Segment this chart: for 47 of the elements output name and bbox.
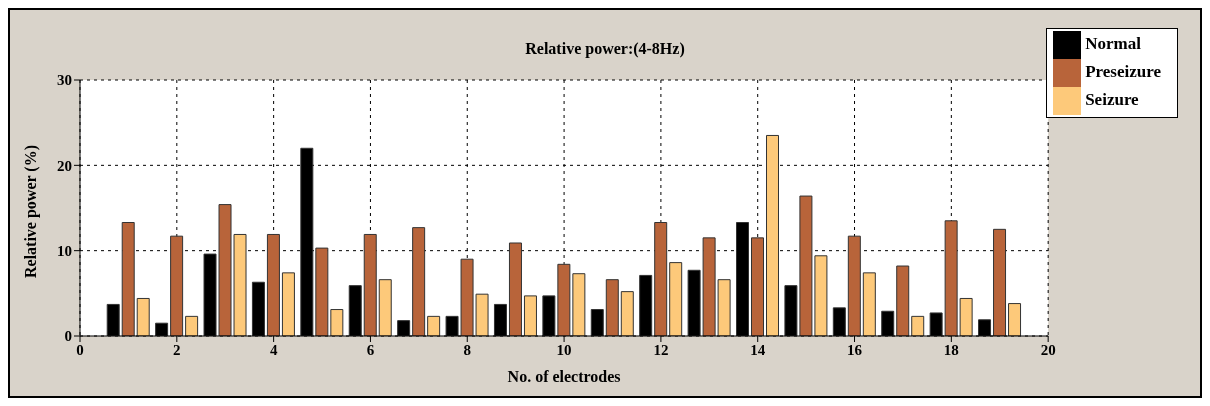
bar (185, 315, 199, 336)
bar (620, 291, 634, 336)
x-tick-label: 2 (173, 341, 181, 358)
bar (170, 235, 184, 336)
x-tick-label: 16 (847, 341, 863, 358)
bar (266, 233, 280, 336)
bar (412, 227, 426, 336)
x-tick-label: 14 (750, 341, 766, 358)
x-tick-label: 6 (366, 341, 375, 358)
x-tick-label: 4 (269, 341, 278, 358)
bar (896, 265, 910, 336)
bar (121, 222, 135, 336)
y-tick-label: 20 (57, 157, 72, 174)
legend-label: Seizure (1085, 89, 1139, 109)
y-tick-label: 10 (57, 242, 72, 259)
bar (862, 272, 876, 336)
x-tick-label: 18 (943, 341, 959, 358)
bar (315, 247, 329, 336)
bar (508, 242, 522, 336)
chart-title: Relative power:(4-8Hz) (525, 40, 685, 57)
bar (281, 272, 295, 336)
bar (669, 262, 683, 336)
bar (523, 295, 537, 336)
y-axis-title: Relative power (%) (21, 145, 40, 278)
x-axis-title: No. of electrodes (507, 368, 621, 385)
bar (427, 315, 441, 336)
legend-label: Normal (1085, 33, 1141, 53)
bar (993, 228, 1007, 336)
x-tick-label: 20 (1040, 341, 1056, 358)
bar (766, 134, 780, 336)
bar (605, 279, 619, 336)
bar (330, 309, 344, 336)
bar (911, 315, 925, 336)
x-tick-label: 12 (653, 341, 669, 358)
bar (751, 237, 765, 336)
bar (847, 235, 861, 336)
x-tick-label: 0 (76, 341, 84, 358)
x-tick-label: 8 (463, 341, 472, 358)
bar (378, 279, 392, 336)
bar (1008, 303, 1022, 336)
x-tick-label: 10 (556, 341, 572, 358)
bar (654, 222, 668, 336)
y-tick-label: 30 (57, 72, 72, 89)
y-tick-label: 0 (64, 328, 72, 345)
bar (136, 297, 150, 336)
legend-label: Preseizure (1085, 61, 1161, 81)
bar (363, 233, 377, 336)
